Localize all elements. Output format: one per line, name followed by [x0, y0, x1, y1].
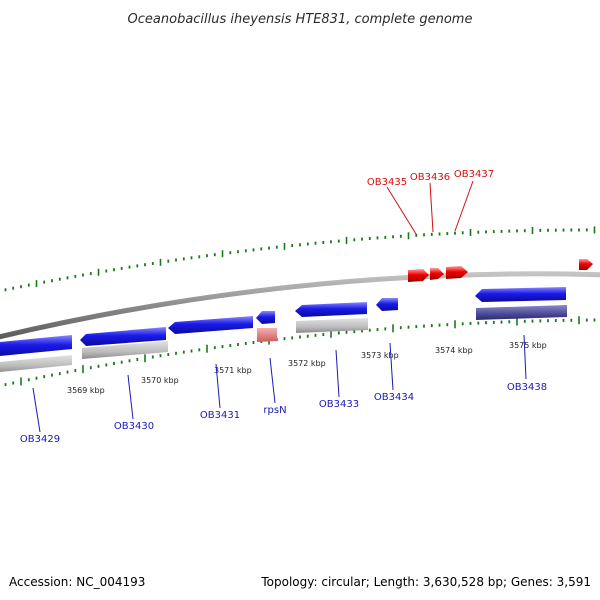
leader-line — [32, 387, 41, 433]
kbp-label: 3571 kbp — [214, 366, 252, 375]
gene-rpsN-arrow[interactable] — [256, 311, 275, 324]
gene-label-OB3433[interactable]: OB3433 — [319, 399, 359, 410]
leader-line — [429, 182, 434, 233]
forward-genes — [408, 259, 593, 282]
track-segment — [476, 305, 567, 320]
gene-label-OB3434[interactable]: OB3434 — [374, 392, 414, 403]
leader-line — [454, 180, 474, 232]
leader-line — [215, 363, 221, 409]
leader-line — [127, 374, 134, 420]
gene-label-OB3438[interactable]: OB3438 — [507, 382, 547, 393]
topology-text: Topology: circular; Length: 3,630,528 bp… — [260, 575, 591, 589]
gene-label-OB3436[interactable]: OB3436 — [410, 172, 450, 183]
kbp-label: 3570 kbp — [141, 376, 179, 385]
accession-text: Accession: NC_004193 — [9, 575, 145, 589]
kbp-label: 3573 kbp — [361, 351, 399, 360]
kbp-label: 3575 kbp — [509, 341, 547, 350]
gene-OB3435-arrow[interactable] — [408, 269, 429, 282]
gene-OB3437-arrow[interactable] — [446, 266, 468, 279]
kbp-label: 3574 kbp — [435, 346, 473, 355]
gene-OB3434-arrow[interactable] — [376, 298, 398, 311]
map-title: Oceanobacillus iheyensis HTE831, complet… — [128, 12, 473, 27]
genome-backbone — [0, 271, 600, 340]
track-segment — [296, 318, 368, 333]
track-segment — [82, 341, 168, 359]
gene-label-rpsN[interactable]: rpsN — [263, 405, 286, 416]
gene-label-OB3437[interactable]: OB3437 — [454, 169, 494, 180]
gene-OB3431-arrow[interactable] — [168, 316, 253, 334]
gene-OB3436-arrow[interactable] — [430, 268, 444, 280]
gene-edge-arrow[interactable] — [579, 259, 593, 270]
kbp-label: 3572 kbp — [288, 359, 326, 368]
leader-line — [386, 186, 417, 235]
gene-label-OB3435[interactable]: OB3435 — [367, 177, 407, 188]
gene-OB3438-arrow[interactable] — [475, 287, 566, 302]
reverse-gene-labels: OB3429 OB3430 OB3431 rpsN OB3433 OB3434 … — [20, 334, 547, 445]
outer-ruler-ticks — [4, 226, 596, 292]
forward-gene-labels: OB3435 OB3436 OB3437 — [367, 169, 494, 235]
gene-rpsN-marker[interactable] — [257, 328, 277, 342]
leader-line — [523, 334, 527, 380]
gene-OB3433-arrow[interactable] — [295, 302, 367, 317]
leader-line — [269, 357, 276, 404]
gene-OB3429-arrow[interactable] — [0, 335, 72, 357]
gene-label-OB3429[interactable]: OB3429 — [20, 434, 60, 445]
gene-label-OB3431[interactable]: OB3431 — [200, 410, 240, 421]
reverse-genes — [0, 287, 566, 357]
kbp-labels: 3569 kbp 3570 kbp 3571 kbp 3572 kbp 3573… — [67, 341, 547, 395]
gene-OB3430-arrow[interactable] — [80, 327, 166, 346]
lower-track — [0, 305, 567, 373]
track-segment — [0, 355, 72, 373]
leader-line — [335, 349, 340, 398]
kbp-label: 3569 kbp — [67, 386, 105, 395]
leader-line — [389, 342, 394, 391]
gene-label-OB3430[interactable]: OB3430 — [114, 421, 154, 432]
